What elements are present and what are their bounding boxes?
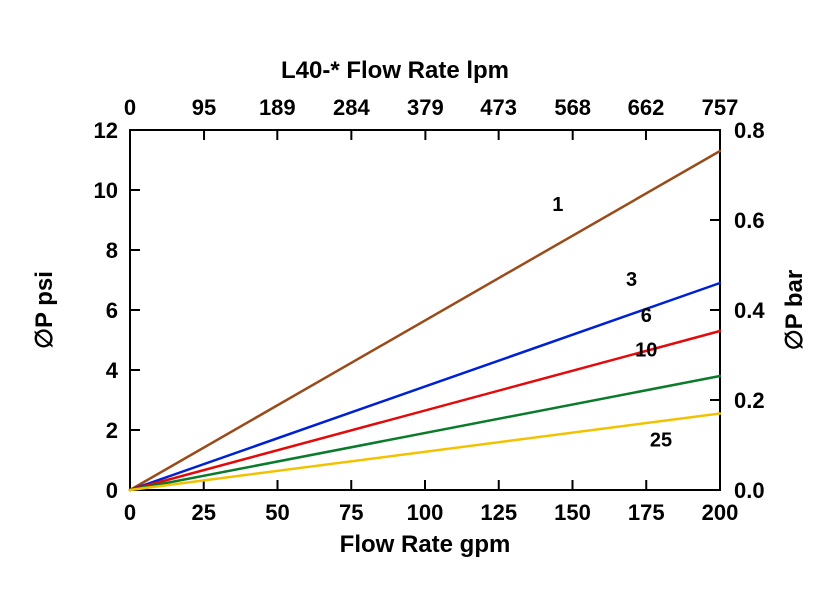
y-left-axis-label: ∅P psi — [31, 271, 58, 349]
series-label-3: 3 — [626, 269, 637, 291]
y-left-tick-label: 4 — [106, 358, 119, 383]
y-right-tick-label: 0.6 — [734, 208, 765, 233]
x-axis-label: Flow Rate gpm — [340, 531, 511, 558]
x-bottom-tick-label: 125 — [480, 500, 517, 525]
x-top-tick-label: 757 — [702, 95, 739, 120]
y-left-tick-label: 10 — [94, 178, 118, 203]
series-label-25: 25 — [650, 430, 672, 452]
y-left-tick-label: 8 — [106, 238, 118, 263]
y-left-tick-label: 0 — [106, 478, 118, 503]
x-bottom-tick-label: 0 — [124, 500, 136, 525]
y-left-tick-label: 12 — [94, 118, 118, 143]
x-top-tick-label: 284 — [333, 95, 370, 120]
x-bottom-tick-label: 200 — [702, 500, 739, 525]
x-top-tick-label: 0 — [124, 95, 136, 120]
y-left-tick-label: 6 — [106, 298, 118, 323]
series-label-10: 10 — [635, 340, 657, 362]
x-top-tick-label: 379 — [407, 95, 444, 120]
x-bottom-tick-label: 25 — [192, 500, 216, 525]
chart-title-top: L40-* Flow Rate lpm — [281, 57, 509, 84]
x-top-tick-label: 95 — [192, 95, 216, 120]
y-right-tick-label: 0.0 — [734, 478, 765, 503]
y-right-tick-label: 0.4 — [734, 298, 765, 323]
x-bottom-tick-label: 175 — [628, 500, 665, 525]
x-top-tick-label: 189 — [259, 95, 296, 120]
y-right-tick-label: 0.2 — [734, 388, 765, 413]
series-label-6: 6 — [641, 305, 652, 327]
x-bottom-tick-label: 75 — [339, 500, 363, 525]
chart-svg: 0255075100125150175200095189284379473568… — [0, 0, 828, 606]
x-bottom-tick-label: 50 — [265, 500, 289, 525]
series-label-1: 1 — [552, 194, 563, 216]
x-bottom-tick-label: 150 — [554, 500, 591, 525]
x-top-tick-label: 568 — [554, 95, 591, 120]
x-bottom-tick-label: 100 — [407, 500, 444, 525]
y-left-tick-label: 2 — [106, 418, 118, 443]
y-right-tick-label: 0.8 — [734, 118, 765, 143]
pressure-drop-chart: 0255075100125150175200095189284379473568… — [0, 0, 828, 606]
y-right-axis-label: ∅P bar — [781, 270, 808, 351]
x-top-tick-label: 473 — [480, 95, 517, 120]
x-top-tick-label: 662 — [628, 95, 665, 120]
